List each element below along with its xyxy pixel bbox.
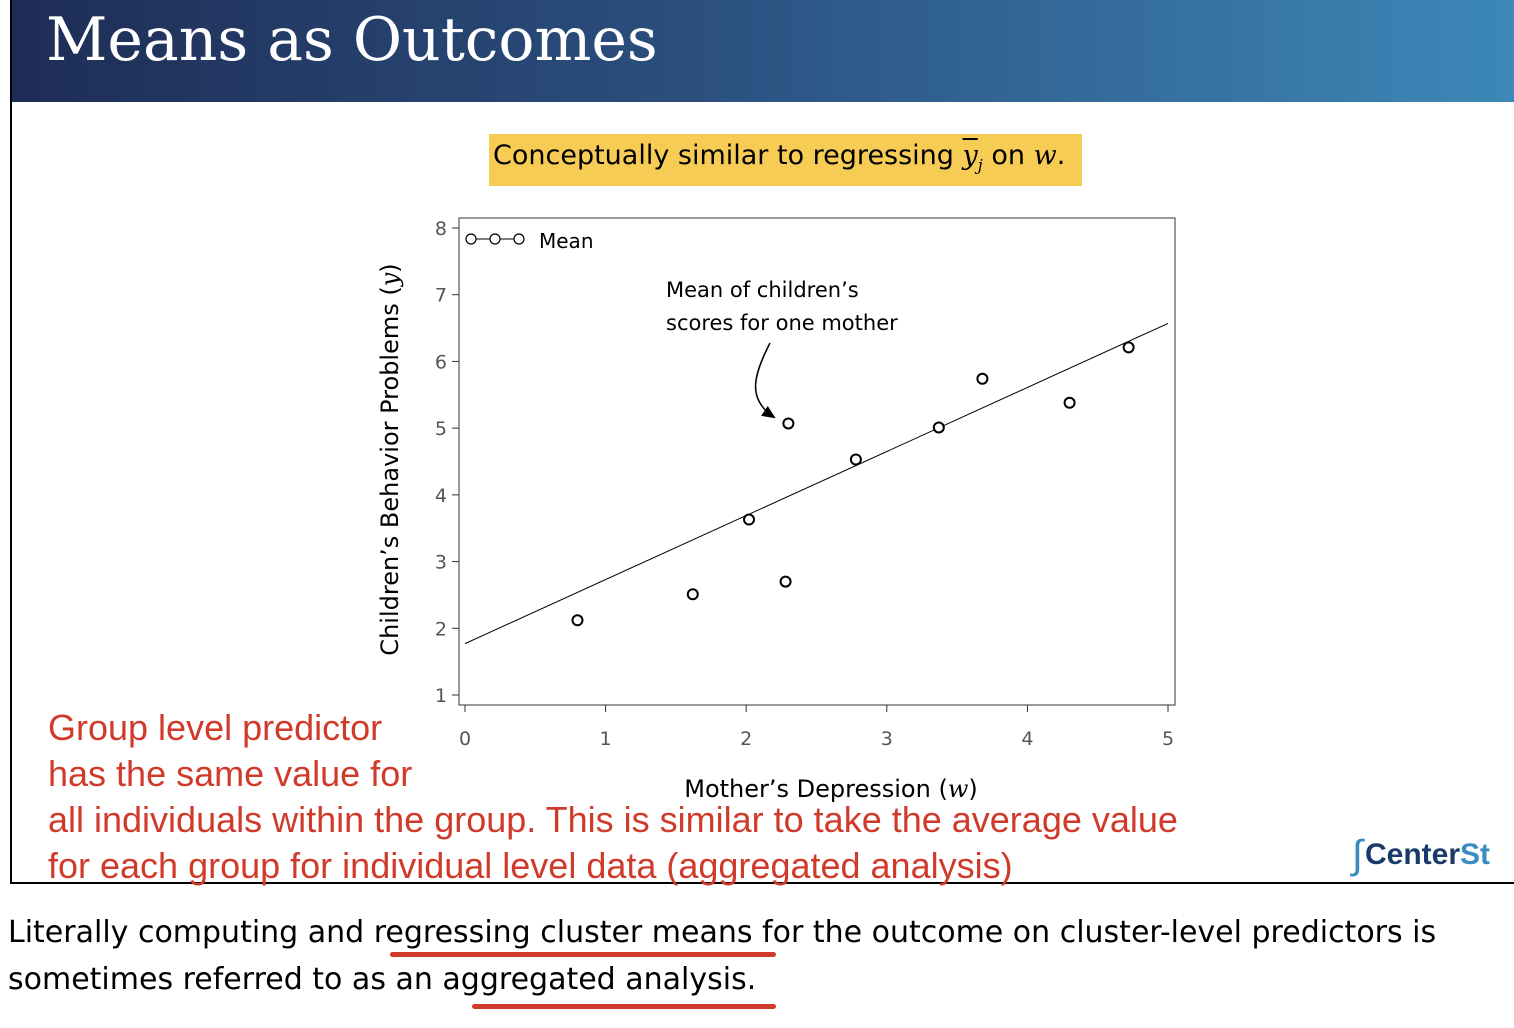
annotation-line-1: Mean of children’s xyxy=(666,278,859,302)
y-axis-label-text: Children’s Behavior Problems ( xyxy=(376,286,404,655)
data-point xyxy=(976,372,989,385)
highlight-middle: on xyxy=(982,140,1034,171)
x-tick-label: 2 xyxy=(740,728,752,750)
y-tick-label: 8 xyxy=(435,218,447,240)
red-underline-1 xyxy=(390,952,776,957)
legend-marker xyxy=(513,233,525,245)
x-axis-label: Mother’s Depression (w) xyxy=(684,775,977,803)
centerstat-logo: ∫ Center St xyxy=(1352,830,1490,880)
logo-text: Center xyxy=(1364,838,1460,871)
red-underline-2 xyxy=(472,1004,776,1009)
highlight-sub: j xyxy=(977,155,983,175)
legend-marker xyxy=(465,233,477,245)
annotation-line-2: scores for one mother xyxy=(666,311,898,335)
bottom-line-1: Literally computing and regressing clust… xyxy=(8,910,1436,956)
x-axis-label-var: w xyxy=(948,775,969,803)
x-axis-label-text: Mother’s Depression ( xyxy=(684,775,948,803)
red-note-line-3: all individuals within the group. This i… xyxy=(48,799,1178,840)
data-point xyxy=(571,614,584,627)
y-tick-label: 4 xyxy=(435,485,447,507)
legend-label-mean: Mean xyxy=(539,229,594,253)
legend: Mean xyxy=(465,229,594,253)
x-tick-label: 1 xyxy=(600,728,612,750)
y-tick-label: 1 xyxy=(435,685,447,707)
y-tick-label: 3 xyxy=(435,552,447,574)
bottom-line-1-b: for the outcome on cluster-level predict… xyxy=(752,915,1437,950)
bottom-underlined-1: regressing cluster means xyxy=(373,915,753,950)
y-tick-label: 2 xyxy=(435,618,447,640)
annotation-arrow xyxy=(754,342,776,419)
data-point xyxy=(849,453,862,466)
red-note-line-1: Group level predictor xyxy=(48,707,383,748)
highlight-prefix: Conceptually similar to regressing xyxy=(493,140,963,171)
y-tick-label: 6 xyxy=(435,351,447,373)
legend-marker xyxy=(489,233,501,245)
y-axis-label-var: y xyxy=(376,272,404,287)
logo-text-accent: St xyxy=(1460,838,1490,871)
data-point xyxy=(743,513,756,526)
plot-frame xyxy=(458,217,1176,706)
data-point xyxy=(1063,396,1076,409)
red-note-line-4: for each group for individual level data… xyxy=(48,845,1013,886)
highlight-suffix: . xyxy=(1056,140,1066,171)
highlight-text: Conceptually similar to regressing yj on… xyxy=(493,140,1065,174)
slide-title: Means as Outcomes xyxy=(46,5,658,75)
y-tick-label: 7 xyxy=(435,285,447,307)
data-point xyxy=(1122,341,1135,354)
slide-frame xyxy=(10,0,1514,884)
x-axis-label-close: ) xyxy=(968,775,977,803)
fit-line xyxy=(464,322,1169,645)
bottom-underlined-2: aggregated analysis. xyxy=(442,962,757,997)
header-bar xyxy=(12,0,1514,102)
x-tick-label: 5 xyxy=(1162,728,1174,750)
y-axis-label: Children’s Behavior Problems (y) xyxy=(376,263,404,655)
logo-integral-icon: ∫ xyxy=(1352,832,1363,877)
annotation: Mean of children’s scores for one mother xyxy=(666,278,898,419)
highlight-box xyxy=(489,134,1082,186)
data-point xyxy=(932,421,945,434)
x-tick-label: 0 xyxy=(459,728,471,750)
data-point xyxy=(779,575,792,588)
bottom-line-2-a: sometimes referred to as an xyxy=(8,962,443,997)
y-axis-label-close: ) xyxy=(376,263,404,272)
bottom-line-2: sometimes referred to as an aggregated a… xyxy=(8,957,756,1003)
highlight-ybar: y xyxy=(962,140,978,171)
data-point xyxy=(686,588,699,601)
x-tick-label: 4 xyxy=(1021,728,1033,750)
data-point xyxy=(782,417,795,430)
y-tick-label: 5 xyxy=(435,418,447,440)
bottom-line-1-a: Literally computing and xyxy=(8,915,374,950)
highlight-w: w xyxy=(1033,140,1057,171)
x-tick-label: 3 xyxy=(881,728,893,750)
red-note-line-2: has the same value for xyxy=(48,753,413,794)
